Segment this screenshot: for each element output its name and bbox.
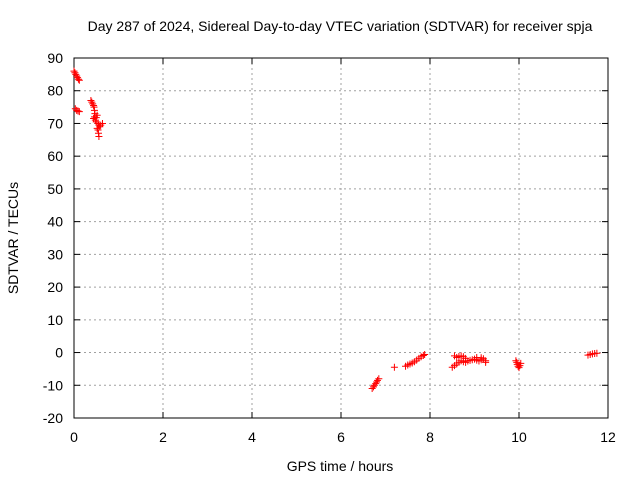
x-tick-label: 12 [600, 429, 616, 445]
data-point [390, 363, 398, 371]
grid-lines [74, 58, 608, 418]
data-point [421, 351, 429, 359]
data-point [477, 354, 485, 362]
x-tick-labels: 0 2 4 6 8 10 12 [70, 429, 616, 445]
y-axis-title: SDTVAR / TECUs [5, 182, 21, 294]
x-tick-label: 2 [159, 429, 167, 445]
y-tick-label: 50 [47, 181, 63, 197]
data-point [89, 100, 97, 108]
data-point [73, 72, 81, 80]
y-tick-label: 40 [47, 214, 63, 230]
data-point [74, 107, 82, 115]
y-tick-label: -10 [43, 377, 63, 393]
x-tick-label: 4 [248, 429, 256, 445]
y-tick-label: -20 [43, 410, 63, 426]
x-tick-label: 0 [70, 429, 78, 445]
data-point [71, 69, 79, 77]
data-point [97, 121, 105, 129]
data-points [70, 67, 601, 393]
y-tick-label: 60 [47, 148, 63, 164]
data-point [375, 375, 383, 383]
data-point [95, 133, 103, 141]
data-point [372, 380, 380, 388]
y-tick-label: 0 [55, 345, 63, 361]
data-point [419, 351, 427, 359]
data-point [482, 358, 490, 366]
y-tick-label: 30 [47, 246, 63, 262]
chart-title: Day 287 of 2024, Sidereal Day-to-day VTE… [88, 18, 593, 34]
x-tick-label: 10 [511, 429, 527, 445]
x-tick-label: 8 [426, 429, 434, 445]
data-point [87, 97, 95, 105]
data-point [98, 119, 106, 127]
data-point [75, 108, 83, 116]
data-point [72, 70, 80, 78]
y-tick-labels: -20 -10 0 10 20 30 40 50 60 70 80 90 [43, 50, 63, 426]
y-tick-label: 10 [47, 312, 63, 328]
y-tick-label: 90 [47, 50, 63, 66]
x-axis-title: GPS time / hours [287, 458, 394, 474]
x-tick-label: 6 [337, 429, 345, 445]
data-point [70, 67, 78, 75]
axis-ticks [73, 57, 609, 419]
data-point [517, 359, 525, 367]
data-point [93, 124, 101, 132]
data-point [75, 76, 83, 84]
data-point [93, 111, 101, 119]
data-point [373, 376, 381, 384]
y-tick-label: 20 [47, 279, 63, 295]
data-point [74, 75, 82, 83]
data-point [88, 98, 96, 106]
data-point [593, 349, 601, 357]
data-point [512, 357, 520, 365]
y-tick-label: 80 [47, 83, 63, 99]
y-tick-label: 70 [47, 115, 63, 131]
